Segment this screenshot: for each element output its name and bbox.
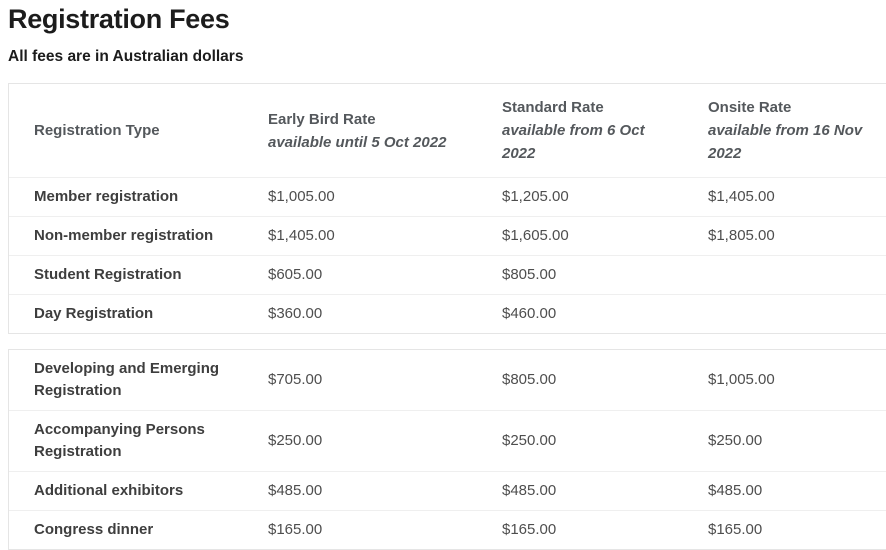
price-value: $485.00 bbox=[502, 482, 557, 499]
cell-registration-type: Additional exhibitors bbox=[9, 471, 243, 510]
price-value: $1,605.00 bbox=[502, 227, 569, 244]
cell-early-bird-price: $250.00 bbox=[243, 410, 477, 471]
col-header-availability: available from 6 Oct 2022 bbox=[502, 122, 645, 162]
col-header-availability: available from 16 Nov 2022 bbox=[708, 122, 863, 162]
cell-registration-type: Accompanying Persons Registration bbox=[9, 410, 243, 471]
price-value: $360.00 bbox=[268, 305, 323, 322]
registration-type-label: Accompanying Persons Registration bbox=[34, 421, 205, 460]
price-value: $1,005.00 bbox=[268, 188, 335, 205]
col-header-label: Standard Rate bbox=[502, 99, 604, 116]
cell-early-bird-price: $360.00 bbox=[243, 294, 477, 333]
cell-early-bird-price: $605.00 bbox=[243, 255, 477, 294]
col-header-early-bird: Early Bird Rate available until 5 Oct 20… bbox=[243, 84, 477, 177]
cell-standard-price: $250.00 bbox=[477, 410, 683, 471]
cell-standard-price: $805.00 bbox=[477, 350, 683, 410]
cell-onsite-price: $1,005.00 bbox=[683, 350, 886, 410]
table-row: Congress dinner $165.00 $165.00 $165.00 bbox=[9, 510, 886, 549]
price-value: $705.00 bbox=[268, 371, 323, 388]
col-header-registration-type: Registration Type bbox=[9, 84, 243, 177]
price-value: $250.00 bbox=[708, 432, 763, 449]
cell-onsite-price bbox=[683, 255, 886, 294]
cell-registration-type: Non-member registration bbox=[9, 216, 243, 255]
fees-table-main: Registration Type Early Bird Rate availa… bbox=[8, 83, 886, 334]
col-header-label: Onsite Rate bbox=[708, 99, 792, 116]
fees-table-secondary: Developing and Emerging Registration $70… bbox=[8, 349, 886, 550]
cell-early-bird-price: $485.00 bbox=[243, 471, 477, 510]
price-value: $165.00 bbox=[708, 521, 763, 538]
table-row: Day Registration $360.00 $460.00 bbox=[9, 294, 886, 333]
cell-early-bird-price: $165.00 bbox=[243, 510, 477, 549]
cell-early-bird-price: $705.00 bbox=[243, 350, 477, 410]
cell-standard-price: $1,205.00 bbox=[477, 177, 683, 216]
cell-standard-price: $1,605.00 bbox=[477, 216, 683, 255]
table-row: Accompanying Persons Registration $250.0… bbox=[9, 410, 886, 471]
cell-registration-type: Member registration bbox=[9, 177, 243, 216]
registration-type-label: Member registration bbox=[34, 188, 179, 205]
price-value: $485.00 bbox=[268, 482, 323, 499]
cell-onsite-price bbox=[683, 294, 886, 333]
cell-early-bird-price: $1,405.00 bbox=[243, 216, 477, 255]
price-value: $605.00 bbox=[268, 266, 323, 283]
col-header-onsite: Onsite Rate available from 16 Nov 2022 bbox=[683, 84, 886, 177]
cell-early-bird-price: $1,005.00 bbox=[243, 177, 477, 216]
cell-registration-type: Developing and Emerging Registration bbox=[9, 350, 243, 410]
page-subtitle: All fees are in Australian dollars bbox=[8, 48, 244, 65]
cell-registration-type: Student Registration bbox=[9, 255, 243, 294]
cell-standard-price: $165.00 bbox=[477, 510, 683, 549]
price-value: $165.00 bbox=[502, 521, 557, 538]
table-row: Student Registration $605.00 $805.00 bbox=[9, 255, 886, 294]
registration-type-label: Non-member registration bbox=[34, 227, 214, 244]
header-row: Registration Type Early Bird Rate availa… bbox=[9, 84, 886, 177]
col-header-standard: Standard Rate available from 6 Oct 2022 bbox=[477, 84, 683, 177]
cell-onsite-price: $1,805.00 bbox=[683, 216, 886, 255]
price-value: $250.00 bbox=[268, 432, 323, 449]
cell-onsite-price: $485.00 bbox=[683, 471, 886, 510]
cell-registration-type: Congress dinner bbox=[9, 510, 243, 549]
price-value: $1,005.00 bbox=[708, 371, 775, 388]
price-value: $1,405.00 bbox=[708, 188, 775, 205]
table-row: Member registration $1,005.00 $1,205.00 … bbox=[9, 177, 886, 216]
page-title: Registration Fees bbox=[8, 4, 230, 34]
cell-onsite-price: $165.00 bbox=[683, 510, 886, 549]
table-row: Non-member registration $1,405.00 $1,605… bbox=[9, 216, 886, 255]
price-value: $805.00 bbox=[502, 371, 557, 388]
price-value: $1,805.00 bbox=[708, 227, 775, 244]
price-value: $805.00 bbox=[502, 266, 557, 283]
registration-type-label: Congress dinner bbox=[34, 521, 154, 538]
col-header-label: Registration Type bbox=[34, 122, 160, 139]
registration-type-label: Day Registration bbox=[34, 305, 154, 322]
price-value: $460.00 bbox=[502, 305, 557, 322]
price-value: $1,405.00 bbox=[268, 227, 335, 244]
cell-standard-price: $460.00 bbox=[477, 294, 683, 333]
registration-type-label: Developing and Emerging Registration bbox=[34, 360, 220, 399]
col-header-availability: available until 5 Oct 2022 bbox=[268, 133, 447, 151]
price-value: $1,205.00 bbox=[502, 188, 569, 205]
col-header-label: Early Bird Rate bbox=[268, 110, 376, 128]
cell-standard-price: $485.00 bbox=[477, 471, 683, 510]
table-row: Developing and Emerging Registration $70… bbox=[9, 350, 886, 410]
table-row: Additional exhibitors $485.00 $485.00 $4… bbox=[9, 471, 886, 510]
registration-type-label: Additional exhibitors bbox=[34, 482, 184, 499]
cell-onsite-price: $1,405.00 bbox=[683, 177, 886, 216]
price-value: $485.00 bbox=[708, 482, 763, 499]
cell-standard-price: $805.00 bbox=[477, 255, 683, 294]
cell-onsite-price: $250.00 bbox=[683, 410, 886, 471]
registration-type-label: Student Registration bbox=[34, 266, 182, 283]
cell-registration-type: Day Registration bbox=[9, 294, 243, 333]
price-value: $250.00 bbox=[502, 432, 557, 449]
price-value: $165.00 bbox=[268, 521, 323, 538]
